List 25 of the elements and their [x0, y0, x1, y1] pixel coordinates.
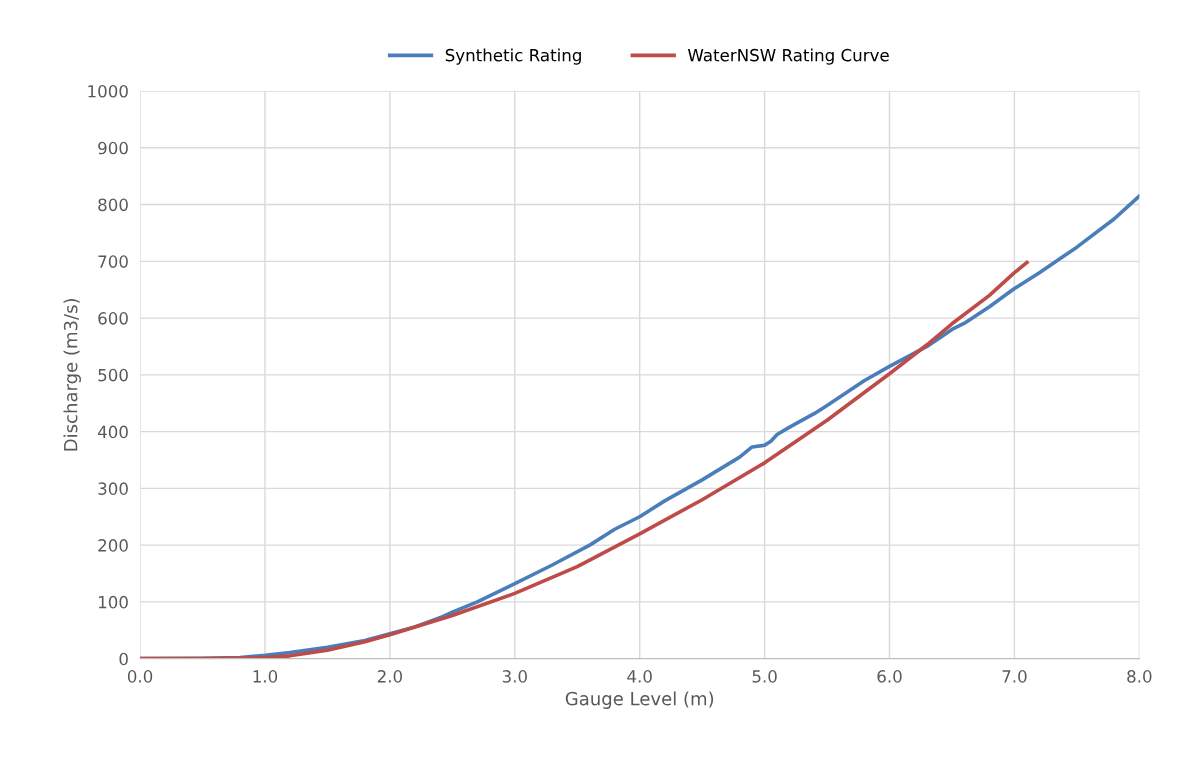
y-tick-label: 800: [98, 198, 128, 212]
y-tick-label: 200: [98, 539, 128, 552]
x-tick-label: 1.0: [253, 670, 278, 683]
x-tick-label: 5.0: [752, 670, 777, 683]
x-tick-label: 3.0: [502, 670, 527, 683]
y-tick-label: 500: [98, 368, 128, 382]
y-tick-label: 600: [98, 312, 128, 325]
y-tick-label: 0: [119, 652, 128, 666]
x-tick-label: 4.0: [627, 670, 652, 683]
y-tick-label: 700: [98, 255, 128, 268]
y-axis-title: Discharge (m3/s): [63, 298, 81, 451]
y-tick-label: 100: [98, 595, 128, 609]
y-tick-label: 300: [98, 482, 128, 495]
x-tick-label: 8.0: [1127, 670, 1152, 683]
x-tick-label: 6.0: [877, 670, 902, 683]
legend-label: WaterNSW Rating Curve: [687, 48, 889, 65]
y-tick-label: 400: [97, 425, 128, 439]
y-tick-label: 900: [98, 141, 128, 155]
x-tick-label: 2.0: [377, 670, 403, 683]
legend-label: Synthetic Rating: [445, 48, 581, 65]
line-series: [140, 260, 1029, 659]
y-tick-label: 1000: [88, 85, 128, 98]
x-tick-label: 0.0: [127, 670, 153, 683]
x-tick-label: 7.0: [1002, 670, 1027, 683]
x-axis-title: Gauge Level (m): [565, 691, 714, 709]
